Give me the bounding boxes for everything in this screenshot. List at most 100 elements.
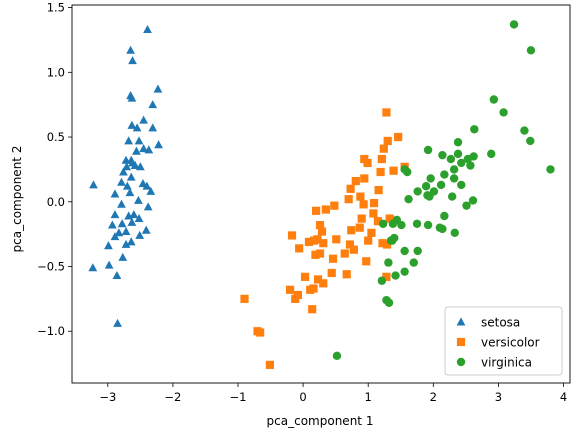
setosa-point bbox=[107, 220, 117, 229]
virginica-point bbox=[423, 220, 433, 230]
versicolor-point bbox=[300, 272, 310, 281]
versicolor-point bbox=[369, 198, 379, 208]
virginica-point bbox=[388, 236, 397, 245]
virginica-point bbox=[332, 351, 342, 361]
versicolor-point bbox=[342, 270, 351, 279]
versicolor-point bbox=[327, 268, 336, 278]
virginica-point bbox=[457, 158, 466, 168]
setosa-point bbox=[89, 180, 98, 189]
setosa-point bbox=[110, 232, 120, 241]
versicolor-point bbox=[317, 227, 327, 236]
setosa-point bbox=[154, 140, 163, 149]
virginica-point bbox=[397, 220, 406, 230]
virginica-point bbox=[462, 201, 471, 210]
y-tick-label: −0.5 bbox=[37, 259, 65, 273]
legend-versicolor-label: versicolor bbox=[481, 336, 540, 350]
setosa-point bbox=[122, 181, 132, 190]
setosa-point bbox=[146, 186, 156, 195]
setosa-point bbox=[141, 225, 151, 234]
versicolor-series bbox=[240, 108, 409, 369]
x-tick-label: 1 bbox=[365, 390, 372, 404]
setosa-point bbox=[139, 144, 148, 153]
x-tick-label: −2 bbox=[164, 390, 181, 404]
setosa-point bbox=[104, 241, 113, 250]
virginica-point bbox=[409, 258, 418, 267]
versicolor-point bbox=[319, 279, 328, 288]
setosa-point bbox=[121, 226, 131, 235]
legend-box bbox=[444, 306, 563, 376]
versicolor-point bbox=[328, 254, 338, 263]
versicolor-point bbox=[265, 360, 274, 369]
versicolor-point bbox=[362, 257, 371, 266]
virginica-point bbox=[378, 219, 388, 228]
setosa-point bbox=[148, 123, 158, 132]
virginica-point bbox=[487, 149, 496, 159]
virginica-series bbox=[332, 20, 555, 361]
versicolor-point bbox=[347, 226, 356, 235]
virginica-point bbox=[423, 145, 433, 155]
setosa-point bbox=[129, 210, 139, 219]
versicolor-point bbox=[287, 231, 297, 240]
setosa-point bbox=[134, 213, 144, 223]
versicolor-point bbox=[319, 239, 328, 248]
setosa-point bbox=[130, 160, 140, 169]
versicolor-point bbox=[332, 235, 341, 244]
setosa-point bbox=[148, 100, 158, 109]
versicolor-point bbox=[346, 184, 355, 193]
virginica-point bbox=[388, 219, 398, 228]
versicolor-point bbox=[382, 108, 391, 117]
virginica-point bbox=[450, 228, 459, 238]
versicolor-point bbox=[256, 328, 265, 337]
virginica-point bbox=[384, 298, 394, 307]
legend-setosa-label: setosa bbox=[481, 316, 520, 330]
setosa-point bbox=[134, 136, 144, 145]
virginica-point bbox=[413, 187, 422, 196]
virginica-point bbox=[457, 180, 466, 190]
setosa-point bbox=[126, 172, 136, 181]
versicolor-point bbox=[311, 250, 320, 259]
versicolor-point bbox=[291, 294, 300, 303]
versicolor-point bbox=[345, 240, 355, 249]
versicolor-point bbox=[349, 245, 358, 254]
virginica-point bbox=[438, 224, 447, 234]
legend-virginica-marker bbox=[456, 357, 466, 367]
versicolor-point bbox=[379, 144, 388, 153]
setosa-point bbox=[118, 252, 128, 261]
virginica-point bbox=[466, 161, 475, 170]
setosa-point bbox=[128, 56, 137, 65]
virginica-point bbox=[453, 149, 463, 159]
setosa-point bbox=[110, 210, 120, 219]
virginica-point bbox=[426, 174, 435, 183]
setosa-point bbox=[139, 115, 148, 124]
setosa-point bbox=[153, 84, 163, 93]
y-tick-label: 1.5 bbox=[47, 1, 65, 15]
virginica-point bbox=[436, 180, 446, 190]
virginica-point bbox=[468, 196, 478, 205]
setosa-point bbox=[144, 145, 154, 154]
setosa-point bbox=[117, 177, 126, 186]
versicolor-point bbox=[313, 275, 323, 284]
versicolor-point bbox=[378, 239, 387, 248]
setosa-point bbox=[127, 217, 137, 226]
y-tick-label: −1.0 bbox=[37, 324, 65, 338]
setosa-point bbox=[110, 189, 120, 198]
versicolor-point bbox=[382, 240, 392, 249]
setosa-point bbox=[121, 239, 131, 248]
setosa-point bbox=[142, 181, 152, 190]
virginica-point bbox=[446, 154, 456, 164]
virginica-point bbox=[447, 192, 457, 201]
x-tick-label: 0 bbox=[299, 390, 306, 404]
setosa-point bbox=[135, 230, 145, 239]
y-tick-label: 0.0 bbox=[47, 195, 65, 209]
virginica-point bbox=[425, 192, 434, 201]
virginica-point bbox=[413, 246, 422, 256]
virginica-point bbox=[377, 276, 387, 285]
versicolor-point bbox=[330, 201, 339, 210]
x-tick-label: −1 bbox=[230, 390, 247, 404]
y-axis-ticks: −1.0 −0.5 0.0 0.5 1.0 1.5 bbox=[37, 1, 72, 338]
virginica-point bbox=[449, 165, 459, 174]
setosa-point bbox=[122, 162, 132, 171]
versicolor-point bbox=[355, 223, 364, 232]
setosa-point bbox=[127, 120, 137, 129]
virginica-point bbox=[421, 182, 431, 191]
